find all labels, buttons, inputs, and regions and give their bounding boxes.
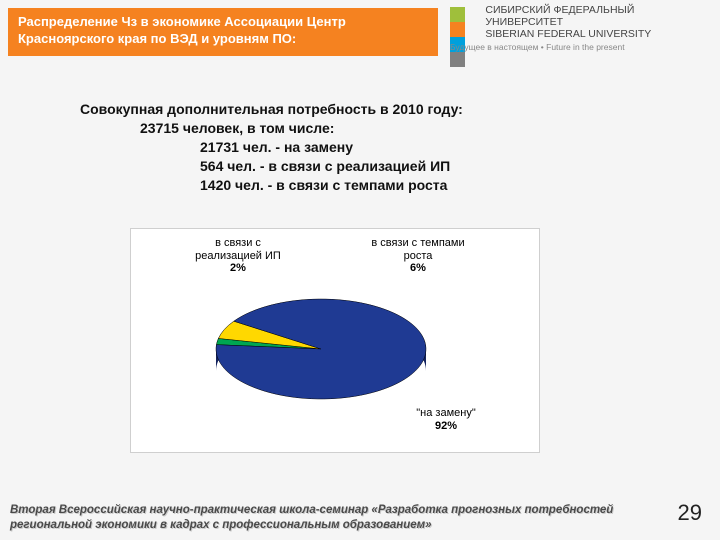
summary-text: Совокупная дополнительная потребность в … [80, 100, 640, 194]
pie-label-0: в связи с реализацией ИП2% [183, 237, 293, 275]
summary-line4: 564 чел. - в связи с реализацией ИП [200, 157, 640, 176]
summary-line2: 23715 человек, в том числе: [140, 119, 640, 138]
summary-line5: 1420 чел. - в связи с темпами роста [200, 176, 640, 195]
pie-chart: в связи с реализацией ИП2% в связи с тем… [130, 228, 540, 453]
logo-title-en: SIBERIAN FEDERAL UNIVERSITY [485, 28, 710, 40]
summary-line3: 21731 чел. - на замену [200, 138, 640, 157]
summary-line1: Совокупная дополнительная потребность в … [80, 100, 640, 119]
page-number: 29 [678, 500, 702, 526]
logo-title-ru: СИБИРСКИЙ ФЕДЕРАЛЬНЫЙ УНИВЕРСИТЕТ [485, 4, 710, 28]
logo-squares [450, 7, 479, 37]
title-text: Распределение Чз в экономике Ассоциации … [18, 14, 346, 46]
pie-label-2: "на замену"92% [391, 407, 501, 432]
pie-label-1: в связи с темпами роста6% [363, 237, 473, 275]
footer-text: Вторая Всероссийская научно-практическая… [10, 503, 630, 532]
university-logo: СИБИРСКИЙ ФЕДЕРАЛЬНЫЙ УНИВЕРСИТЕТ SIBERI… [450, 4, 710, 58]
title-bar: Распределение Чз в экономике Ассоциации … [8, 8, 438, 56]
logo-tagline: Будущее в настоящем • Future in the pres… [450, 42, 710, 52]
